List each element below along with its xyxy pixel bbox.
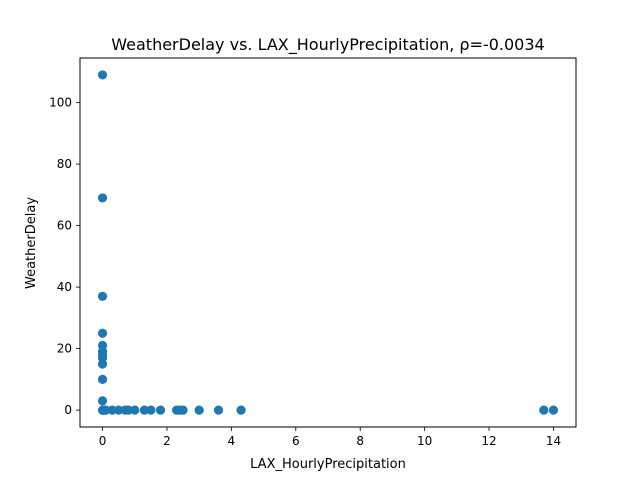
x-axis-label: LAX_HourlyPrecipitation	[250, 457, 406, 472]
data-point	[178, 405, 188, 415]
x-tick-label: 12	[481, 434, 496, 448]
x-tick-label: 0	[99, 434, 107, 448]
x-tick-label: 6	[292, 434, 300, 448]
data-point	[107, 405, 117, 415]
y-axis-label: WeatherDelay	[24, 197, 39, 289]
chart-title: WeatherDelay vs. LAX_HourlyPrecipitation…	[111, 35, 544, 55]
x-axis-ticks: 0 2 4 6 8 10 12 14	[99, 427, 561, 448]
data-point	[123, 405, 133, 415]
data-point	[101, 405, 111, 415]
data-point	[139, 405, 150, 415]
data-point	[97, 374, 108, 384]
x-tick-label: 14	[546, 434, 561, 448]
x-tick-label: 2	[163, 434, 171, 448]
data-point	[97, 328, 108, 338]
data-point	[114, 405, 124, 415]
data-point	[155, 405, 166, 415]
y-tick-label: 60	[57, 219, 72, 233]
y-tick-label: 20	[57, 342, 72, 356]
x-tick-label: 10	[417, 434, 432, 448]
data-point	[130, 405, 140, 415]
plot-frame	[79, 57, 577, 428]
data-point	[97, 291, 108, 301]
data-point	[97, 359, 108, 369]
y-tick-label: 0	[64, 403, 72, 417]
data-point	[146, 405, 156, 415]
y-tick-label: 80	[57, 157, 72, 171]
x-tick-label: 4	[228, 434, 236, 448]
data-point	[539, 405, 549, 415]
y-axis-ticks: 0 20 40 60 80 100	[49, 96, 80, 417]
x-tick-label: 8	[356, 434, 364, 448]
y-tick-label: 100	[49, 96, 72, 110]
data-point	[194, 405, 204, 415]
data-points	[97, 70, 559, 415]
data-point	[236, 405, 246, 415]
y-tick-label: 40	[57, 280, 72, 294]
data-point	[97, 70, 108, 80]
data-point	[97, 396, 108, 406]
data-point	[213, 405, 224, 415]
data-point	[97, 193, 108, 203]
data-point	[548, 405, 559, 415]
